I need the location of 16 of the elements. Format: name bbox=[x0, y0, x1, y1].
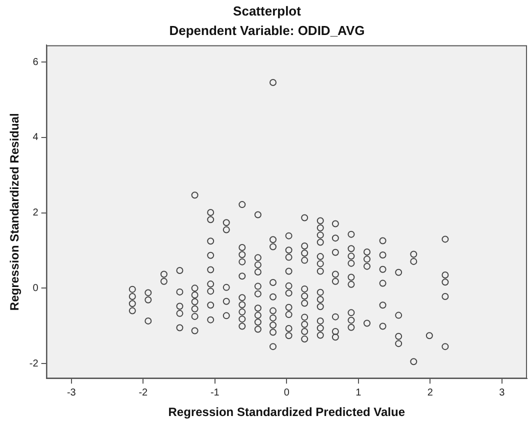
y-axis-title: Regression Standardized Residual bbox=[8, 113, 22, 311]
x-tick-label: -2 bbox=[138, 387, 148, 398]
x-tick-label: 3 bbox=[499, 387, 506, 398]
chart-title: Scatterplot bbox=[233, 3, 302, 18]
x-tick-label: 2 bbox=[427, 387, 434, 398]
chart-subtitle: Dependent Variable: ODID_AVG bbox=[169, 22, 365, 38]
x-tick-label: 1 bbox=[356, 387, 362, 398]
x-tick-label: -1 bbox=[210, 387, 220, 398]
y-tick-label: 0 bbox=[32, 282, 39, 294]
y-tick-label: 4 bbox=[32, 132, 39, 144]
x-tick-label: 0 bbox=[284, 387, 290, 398]
y-tick-label: 6 bbox=[32, 56, 39, 68]
y-tick-label: -2 bbox=[29, 358, 39, 370]
x-tick-label: -3 bbox=[66, 387, 76, 398]
x-axis-title: Regression Standardized Predicted Value bbox=[168, 405, 406, 420]
y-tick-label: 2 bbox=[32, 208, 39, 219]
